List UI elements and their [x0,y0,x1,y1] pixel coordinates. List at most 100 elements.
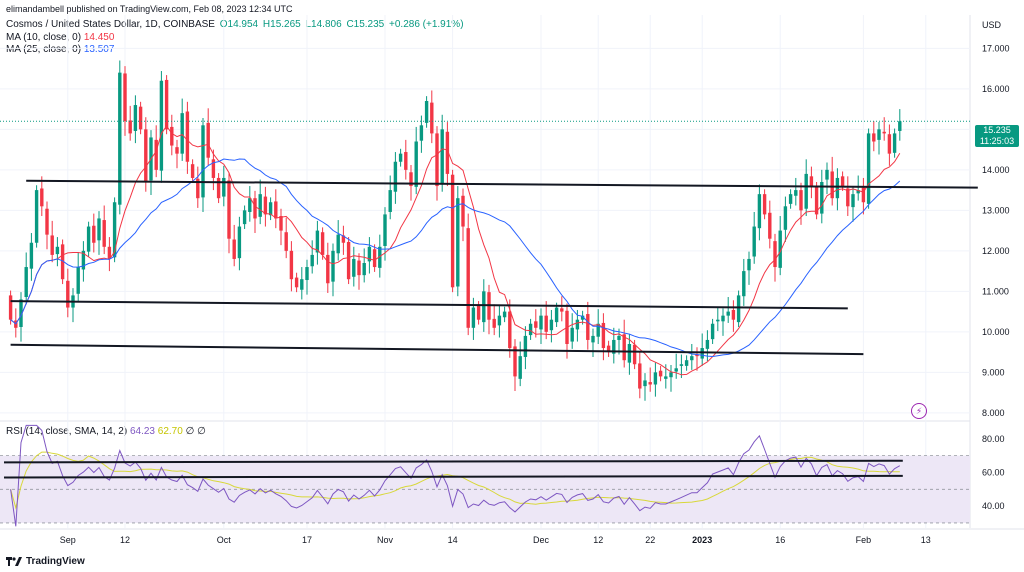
candle-body [768,212,772,239]
candle-body [508,311,512,349]
open-value: O14.954 [219,19,259,30]
candle-body [326,254,330,284]
candle-body [679,364,684,366]
price-tick-label: 13.000 [982,205,1010,215]
candle-body [476,305,481,320]
candle-body [664,376,668,379]
candle-body [882,131,886,134]
tradingview-logo[interactable]: TradingView [6,556,85,567]
candle-body [40,188,44,207]
candle-body [419,125,424,141]
time-tick-label: Nov [377,535,394,545]
low-value: L14.806 [305,19,342,30]
candle-body [86,226,91,252]
candle-body [840,176,845,187]
candle-body [705,339,710,349]
candle-body [835,177,840,199]
candle-body [435,133,439,187]
candle-body [190,164,195,178]
ma10-line [10,125,901,376]
candle-body [528,323,533,336]
candle-body [762,194,767,215]
candle-body [414,141,418,187]
candle-body [206,122,210,158]
time-tick-label: Feb [856,535,872,545]
time-tick-label: 17 [302,535,312,545]
rsi-trendline-2 [3,474,903,479]
candle-body [232,239,236,259]
candle-body [92,225,96,243]
symbol-name[interactable]: Cosmos / United States Dollar, 1D, COINB… [6,19,215,30]
candle-body [534,321,538,328]
candle-body [643,380,647,387]
candle-body [518,356,522,379]
candle-body [29,242,34,269]
candle-body [144,129,148,182]
candle-body [658,370,663,377]
candle-body [118,72,122,205]
high-value: H15.265 [262,19,301,30]
candle-body [872,133,876,142]
candle-body [669,372,673,378]
price-tick-label: 12.000 [982,246,1010,256]
candle-body [346,241,351,280]
candle-body [612,339,616,354]
candle-body [341,235,346,243]
lightning-icon[interactable]: ⚡ [911,403,927,419]
candle-body [502,311,507,318]
rsi-value: 64.23 [129,426,155,437]
candle-body [388,190,392,212]
candle-body [892,133,897,153]
candle-body [164,79,169,130]
candle-body [128,120,132,134]
ma25-label[interactable]: MA (25, close, 0) [6,44,82,55]
time-tick-label: 12 [593,535,603,545]
candle-body [830,171,834,199]
ma10-label[interactable]: MA (10, close, 0) [6,32,82,43]
candle-body [440,129,444,185]
candle-body [107,246,112,259]
candle-body [622,334,626,361]
last-price-tag: 15.235 11:25:03 [975,125,1019,147]
candle-body [180,113,184,154]
legend-symbol: Cosmos / United States Dollar, 1D, COINB… [6,19,466,31]
candle-body [398,153,403,162]
rsi-extra: ∅ ∅ [185,426,206,437]
candle-body [310,254,314,267]
candle-body [632,344,637,365]
candle-body [716,319,720,322]
candle-body [560,308,564,312]
candle-body [45,208,49,235]
candle-body [747,258,751,271]
candle-body [471,307,476,328]
candle-body [154,139,158,170]
candle-body [513,346,517,377]
candle-body [731,309,736,320]
tradingview-wordmark: TradingView [26,556,85,567]
candle-body [861,187,866,203]
candle-body [242,210,247,225]
candle-body [690,356,694,361]
candle-body [320,232,325,255]
change-value: +0.286 (+1.91%) [389,19,464,30]
candle-body [783,206,788,230]
candle-body [674,368,678,372]
candle-body [305,267,309,281]
candle-body [81,250,86,270]
candle-body [50,235,54,255]
candle-body [554,307,559,323]
candle-body [586,314,590,340]
rsi-tick-label: 80.00 [982,434,1005,444]
candle-body [450,174,455,288]
rsi-ma-value: 62.70 [157,426,183,437]
rsi-label[interactable]: RSI (14, close, SMA, 14, 2) [6,426,128,437]
candle-body [492,318,496,328]
price-tick-label: 11.000 [982,286,1009,296]
candle-body [736,295,741,323]
candle-body [648,382,652,385]
trendline-2 [10,300,848,310]
candle-body [76,267,80,294]
candle-body [887,134,892,154]
candle-body [539,315,543,330]
